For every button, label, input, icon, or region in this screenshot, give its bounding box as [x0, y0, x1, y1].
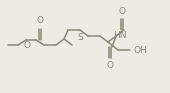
Text: OH: OH	[134, 45, 148, 54]
Text: O: O	[23, 41, 30, 50]
Text: O: O	[118, 7, 125, 16]
Text: S: S	[77, 33, 83, 42]
Text: O: O	[37, 16, 44, 25]
Text: O: O	[106, 61, 114, 70]
Text: HN: HN	[113, 31, 126, 40]
